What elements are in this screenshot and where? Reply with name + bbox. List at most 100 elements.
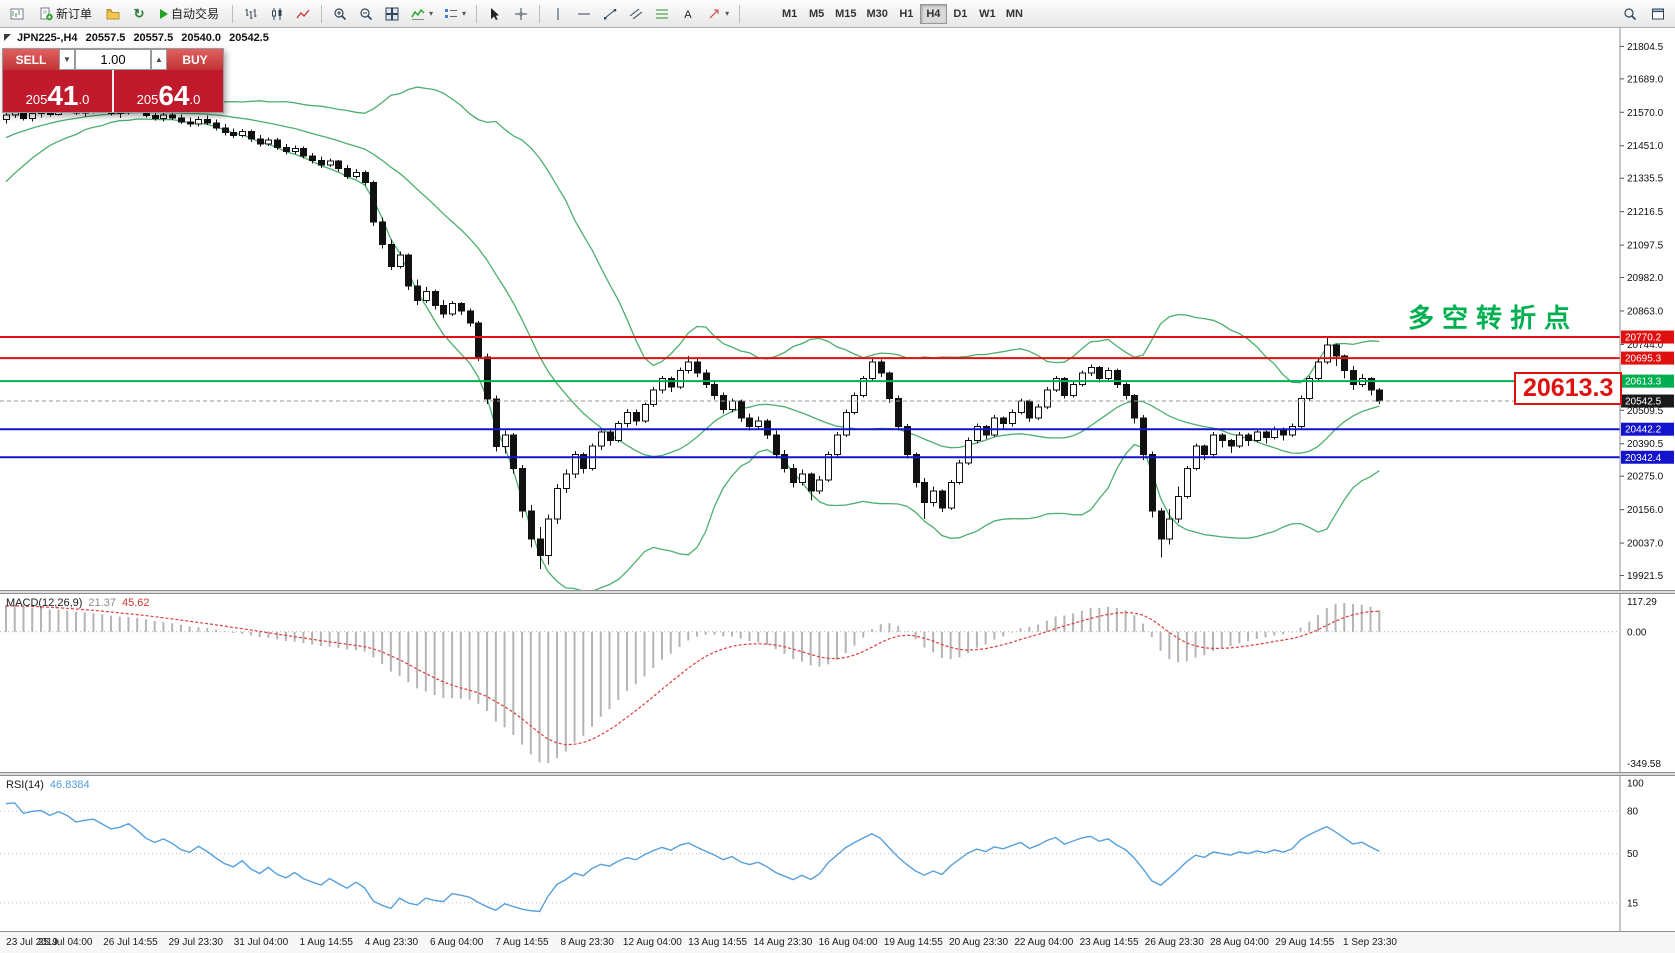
zoom-out-button[interactable] [354, 3, 378, 25]
timeframe-mn-button[interactable]: MN [1005, 7, 1023, 20]
time-label: 8 Aug 23:30 [560, 937, 614, 948]
macd-main-value: 21.37 [88, 597, 116, 609]
time-label: 23 Jul 2019 [6, 937, 58, 948]
refresh-button[interactable]: ↻ [127, 3, 151, 25]
ohlc-high: 20557.5 [133, 32, 174, 44]
bid-price-button[interactable]: 205 41 .0 [3, 70, 112, 112]
profiles-button[interactable] [101, 3, 125, 25]
macd-panel: 117.29 0.00 -349.58 MACD(12,26,9) 21.37 45.6… [0, 594, 1675, 772]
zoom-out-icon [359, 6, 374, 21]
time-label: 7 Aug 14:55 [495, 937, 549, 948]
new-order-button[interactable]: 新订单 [31, 3, 99, 25]
svg-text:20390.5: 20390.5 [1627, 439, 1664, 450]
svg-text:19921.5: 19921.5 [1627, 571, 1664, 582]
timeframe-m5-button[interactable]: M5 [808, 7, 825, 20]
crosshair-button[interactable] [509, 3, 533, 25]
time-label: 29 Jul 23:30 [168, 937, 223, 948]
volume-decrease-button[interactable]: ▼ [59, 49, 75, 70]
timeframe-m1-button[interactable]: M1 [781, 7, 798, 20]
objects-list-button[interactable]: ▾ [439, 3, 470, 25]
ask-prefix: 205 [136, 92, 159, 107]
bid-fraction: .0 [78, 92, 90, 107]
svg-text:20342.4: 20342.4 [1625, 453, 1662, 464]
volume-increase-button[interactable]: ▲ [151, 49, 167, 70]
svg-text:20156.0: 20156.0 [1627, 505, 1664, 516]
timeframe-m15-button[interactable]: M15 [835, 7, 857, 20]
trade-panel-toggle-icon[interactable] [4, 34, 11, 41]
svg-text:0.00: 0.00 [1627, 627, 1647, 638]
time-label: 14 Aug 23:30 [753, 937, 813, 948]
sell-button[interactable]: SELL [3, 49, 59, 70]
rsi-chart[interactable]: 100 80 50 15 [0, 776, 1675, 931]
tile-windows-icon [385, 6, 400, 21]
arrows-tool-button[interactable]: ▾ [702, 3, 733, 25]
line-chart-mode-button[interactable] [291, 3, 315, 25]
vertical-line-tool-button[interactable] [546, 3, 570, 25]
new-chart-button[interactable] [5, 3, 29, 25]
channel-tool-button[interactable] [624, 3, 648, 25]
candle-chart-mode-button[interactable] [265, 3, 289, 25]
svg-text:21097.5: 21097.5 [1627, 241, 1664, 252]
cursor-button[interactable] [483, 3, 507, 25]
data-window-icon [1651, 6, 1666, 21]
data-window-button[interactable] [1646, 3, 1670, 25]
svg-text:20744.0: 20744.0 [1627, 340, 1664, 351]
toolbar-separator [476, 4, 478, 23]
main-chart[interactable]: 21804.5 21689.0 21570.0 21451.0 21335.5 21216… [0, 28, 1675, 590]
toolbar-separator [232, 4, 234, 23]
toolbar-separator [321, 4, 323, 23]
time-label: 31 Jul 04:00 [233, 937, 289, 948]
fibonacci-tool-button[interactable] [650, 3, 674, 25]
main-toolbar: 新订单 ↻ 自动交易 ▾ ▾ [0, 0, 1675, 28]
turning-point-annotation[interactable]: 多空转折点 [1408, 303, 1579, 333]
panel-divider[interactable] [0, 772, 1675, 776]
svg-text:20982.0: 20982.0 [1627, 273, 1664, 284]
indicators-button[interactable]: ▾ [406, 3, 437, 25]
svg-text:20509.5: 20509.5 [1627, 406, 1664, 417]
svg-text:20037.0: 20037.0 [1627, 539, 1664, 550]
ohlc-close: 20542.5 [229, 32, 269, 44]
time-label: 16 Aug 04:00 [818, 937, 878, 948]
bar-chart-mode-button[interactable] [239, 3, 263, 25]
svg-text:21804.5: 21804.5 [1627, 42, 1664, 53]
svg-text:A: A [684, 9, 692, 21]
ohlc-low: 20540.0 [181, 32, 222, 44]
trendline-tool-button[interactable] [598, 3, 622, 25]
autotrading-button[interactable]: 自动交易 [153, 3, 226, 25]
svg-text:21451.0: 21451.0 [1627, 141, 1664, 152]
timeframe-m30-button[interactable]: M30 [866, 7, 888, 20]
svg-text:15: 15 [1627, 898, 1639, 909]
autotrading-label: 自动交易 [171, 7, 220, 21]
svg-text:20275.0: 20275.0 [1627, 472, 1664, 483]
tile-windows-button[interactable] [380, 3, 404, 25]
candle-chart-icon [270, 6, 285, 21]
search-button[interactable] [1618, 3, 1642, 25]
zoom-in-button[interactable] [328, 3, 352, 25]
buy-button[interactable]: BUY [167, 49, 223, 70]
timeframe-w1-button[interactable]: W1 [979, 7, 996, 20]
time-axis[interactable]: 23 Jul 2019 25 Jul 04:00 26 Jul 14:55 29 Ju… [0, 931, 1675, 953]
ask-price-button[interactable]: 205 64 .0 [114, 70, 223, 112]
volume-input[interactable] [75, 49, 151, 70]
symbol-name: JPN225-,H4 [17, 32, 78, 44]
timeframe-h4-button[interactable]: H4 [919, 3, 947, 24]
timeframe-h1-button[interactable]: H1 [899, 7, 914, 20]
horizontal-line-icon [577, 6, 592, 21]
rsi-panel: 100 80 50 15 RSI(14) 46.8384 [0, 776, 1675, 931]
one-click-trade-panel: SELL ▼ ▲ BUY 205 41 .0 205 64 .0 [2, 48, 224, 113]
zoom-in-icon [333, 6, 348, 21]
price-axis[interactable]: 21804.5 21689.0 21570.0 21451.0 21335.5 21216… [1619, 28, 1674, 590]
new-order-label: 新订单 [56, 7, 93, 21]
text-tool-button[interactable]: A [676, 3, 700, 25]
price-callout-annotation[interactable]: 20613.3 [1514, 372, 1623, 405]
play-icon [160, 8, 169, 19]
macd-chart[interactable]: 117.29 0.00 -349.58 [0, 594, 1675, 772]
bid-prefix: 205 [25, 92, 48, 107]
trendline-icon [603, 6, 618, 21]
timeframe-d1-button[interactable]: D1 [953, 7, 968, 20]
objects-list-icon [443, 6, 458, 21]
horizontal-line-tool-button[interactable] [572, 3, 596, 25]
panel-divider[interactable] [0, 590, 1675, 594]
svg-text:117.29: 117.29 [1627, 597, 1657, 608]
ohlc-open: 20557.5 [85, 32, 126, 44]
